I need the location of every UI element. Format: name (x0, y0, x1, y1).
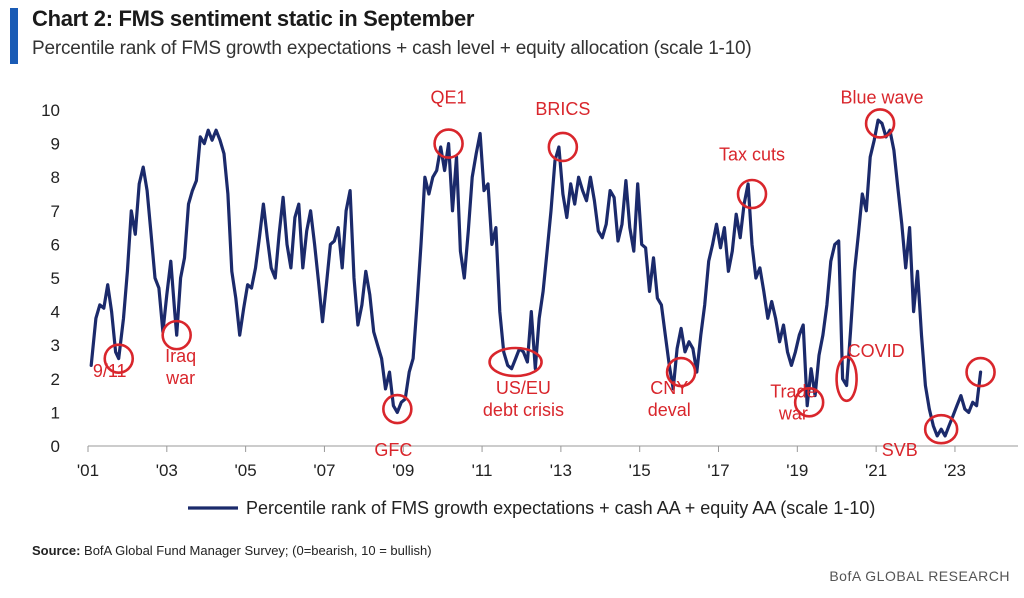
annotation-circle (965, 356, 996, 388)
x-tick-label: '15 (629, 461, 651, 480)
annotation-circle (665, 356, 697, 388)
annotation-label: 9/11 (93, 361, 127, 381)
annotation-circle (433, 128, 464, 159)
x-tick-label: '07 (313, 461, 335, 480)
annotation-circle (488, 346, 543, 378)
x-tick-label: '03 (156, 461, 178, 480)
annotation-circle (736, 178, 768, 210)
x-tick-label: '05 (235, 461, 257, 480)
y-tick-label: 3 (51, 336, 60, 355)
annotation-circle (864, 108, 896, 139)
annotation-circle (161, 319, 192, 351)
x-tick-label: '09 (392, 461, 414, 480)
x-tick-label: '23 (944, 461, 966, 480)
y-tick-label: 1 (51, 403, 60, 422)
annotation-circle (923, 413, 959, 445)
annotation-circle (382, 393, 413, 425)
x-tick-label: '17 (707, 461, 729, 480)
annotation-circle (547, 131, 579, 163)
source-text: BofA Global Fund Manager Survey; (0=bear… (84, 543, 432, 558)
annotation-label: CNY deval (648, 378, 691, 420)
chart-title: Chart 2: FMS sentiment static in Septemb… (32, 6, 475, 31)
line-chart: 0 1 2 3 4 5 6 7 8 9 10 '01 '03 '05 '07 '09 '11 '13 '15 '17 '… (41, 87, 1018, 518)
annotation-label: Trade war (770, 381, 816, 423)
x-tick-label: '11 (472, 461, 493, 480)
legend-label: Percentile rank of FMS growth expectatio… (246, 498, 875, 518)
series-line (89, 118, 983, 438)
annotation-label: Tax cuts (719, 144, 785, 164)
annotation-label: Iraq war (165, 346, 196, 388)
y-tick-label: 2 (51, 370, 60, 389)
annotation-label: GFC (374, 440, 412, 460)
x-tick-label: '13 (550, 461, 572, 480)
y-tick-label: 7 (51, 202, 60, 221)
y-tick-label: 9 (51, 135, 60, 154)
source-label: Source: (32, 543, 81, 558)
title-accent-bar (10, 8, 18, 64)
x-tick-label: '19 (786, 461, 808, 480)
annotation-circle (103, 343, 135, 374)
annotation-label: COVID (848, 341, 905, 361)
y-tick-label: 6 (51, 235, 60, 254)
y-tick-label: 5 (51, 269, 60, 288)
y-tick-label: 4 (51, 303, 60, 322)
annotation-label: SVB (882, 440, 918, 460)
y-tick-label: 10 (41, 101, 60, 120)
x-tick-label: '01 (77, 461, 99, 480)
annotation-label: QE1 (431, 87, 467, 107)
chart-subtitle: Percentile rank of FMS growth expectatio… (32, 38, 752, 59)
annotation-circle (793, 387, 825, 418)
brand-footer: BofA GLOBAL RESEARCH (829, 568, 1010, 584)
annotation-label: BRICS (535, 99, 590, 119)
annotation-label: Blue wave (841, 87, 924, 107)
source-note: Source: BofA Global Fund Manager Survey;… (32, 543, 432, 558)
annotation-label: US/EU debt crisis (483, 378, 564, 420)
y-tick-label: 8 (51, 168, 60, 187)
annotation-circle (835, 355, 858, 403)
y-tick-label: 0 (51, 437, 60, 456)
x-tick-label: '21 (865, 461, 887, 480)
